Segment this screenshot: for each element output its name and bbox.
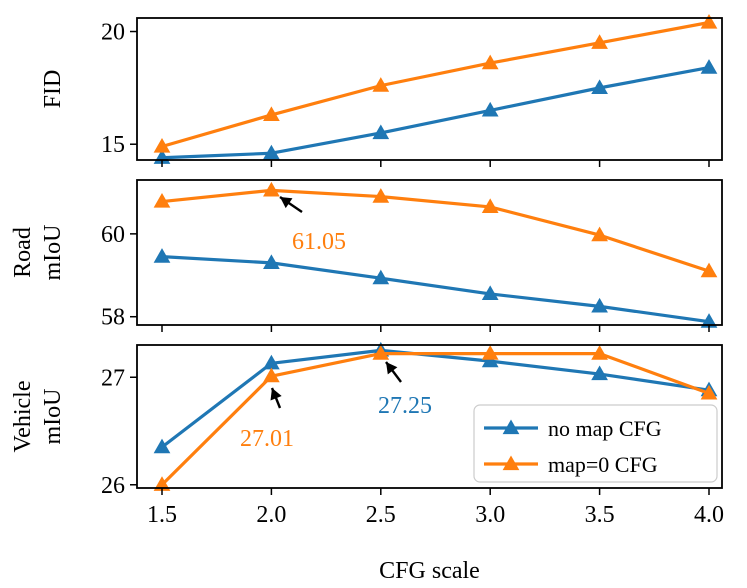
x-tick-label: 2.0 [256, 502, 286, 528]
data-point [591, 345, 608, 360]
x-tick-label: 2.5 [366, 502, 396, 528]
data-point [263, 367, 280, 383]
legend: no map CFG map=0 CFG [473, 404, 718, 483]
series-line [161, 188, 710, 273]
data-point [700, 59, 718, 74]
panel-1: 15 20 FID [40, 14, 723, 167]
x-axis-label: CFG scale [379, 558, 480, 584]
annotation-label: 27.01 [240, 426, 294, 452]
data-point [700, 262, 718, 278]
data-point [700, 14, 718, 29]
x-tick-label: 3.5 [585, 502, 615, 528]
data-point [591, 297, 608, 313]
y-tick-label: 15 [101, 132, 125, 158]
series-line [161, 66, 710, 160]
y-axis-label: mIoU [40, 389, 66, 445]
y-axis-label: Road [10, 227, 36, 278]
panel-2: 58 60 Road mIoU [10, 179, 723, 332]
data-point [481, 345, 499, 360]
data-point [481, 352, 499, 368]
annotation-arrowhead [386, 362, 398, 375]
data-point [481, 285, 499, 301]
legend-marker [502, 419, 520, 435]
annotation-label: 61.05 [292, 229, 346, 255]
data-point [481, 101, 499, 117]
y-axis-label: FID [40, 70, 66, 109]
series-line [161, 20, 710, 149]
y-tick-label: 60 [101, 222, 125, 248]
data-point [153, 193, 171, 208]
annotation-arrowhead [280, 197, 293, 209]
data-point [372, 77, 390, 92]
y-tick-label: 27 [101, 365, 125, 391]
series-line [161, 255, 710, 324]
data-point [372, 269, 390, 285]
y-tick-label: 58 [101, 305, 125, 331]
data-point [263, 144, 280, 160]
legend-label: map=0 CFG [548, 452, 658, 477]
data-point [263, 181, 280, 197]
x-tick-label: 4.0 [694, 502, 724, 528]
axes-frame [136, 17, 723, 161]
data-point [153, 248, 171, 263]
annotation-label: 27.25 [378, 393, 432, 419]
axes-frame [136, 179, 723, 326]
data-point [591, 79, 608, 94]
y-tick-label: 26 [101, 473, 125, 499]
x-tick-label: 3.0 [475, 502, 505, 528]
series-line [161, 348, 710, 449]
panel-3: 26 27 Vehicle mIoU [10, 341, 723, 499]
x-tick-label: 1.5 [147, 502, 177, 528]
data-point [591, 34, 608, 49]
legend-marker [502, 455, 520, 471]
data-point [372, 188, 390, 203]
data-point [263, 106, 280, 122]
data-point [372, 345, 390, 360]
y-axis-label: Vehicle [10, 381, 36, 453]
data-point [153, 137, 171, 153]
axes-frame [136, 344, 723, 489]
data-point [263, 254, 280, 269]
data-point [700, 384, 718, 400]
annotation-arrowhead [270, 388, 282, 401]
data-point [591, 365, 608, 381]
series-line [160, 352, 710, 486]
y-tick-label: 20 [101, 20, 125, 46]
data-point [153, 438, 171, 454]
data-point [481, 54, 499, 70]
data-point [591, 226, 608, 242]
data-point [372, 124, 390, 140]
data-point [481, 198, 499, 214]
y-axis-label: mIoU [40, 225, 66, 281]
legend-label: no map CFG [548, 416, 662, 441]
